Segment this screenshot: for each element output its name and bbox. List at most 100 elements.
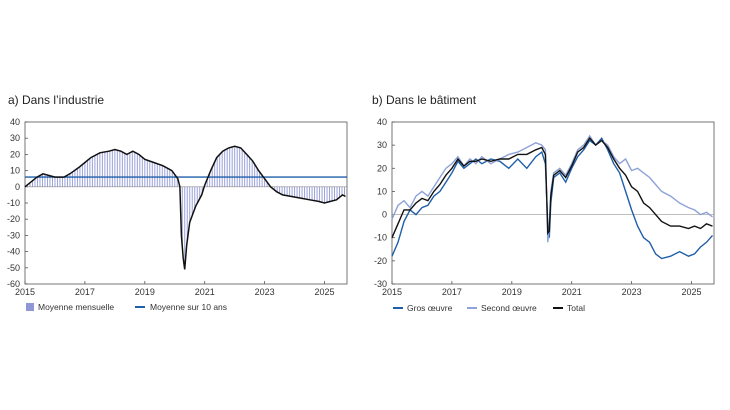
bar [64, 176, 66, 187]
series-line-1 [391, 136, 714, 260]
bar [131, 151, 133, 187]
bar [181, 186, 183, 247]
legend-label: Gros œuvre [407, 303, 453, 313]
bar [236, 146, 238, 187]
bar [299, 186, 301, 198]
bar [39, 175, 41, 187]
bar [94, 155, 96, 187]
bar [96, 154, 98, 187]
legend-label: Moyenne sur 10 ans [150, 302, 227, 312]
y-tick-label: -20 [7, 214, 20, 224]
legend-label: Moyenne mensuelle [38, 302, 114, 312]
bar [111, 150, 113, 187]
bar [276, 186, 278, 192]
bar [74, 170, 76, 187]
bar [176, 178, 178, 187]
bar [101, 152, 103, 187]
y-tick-label: 0 [15, 182, 20, 192]
bar [226, 148, 228, 187]
bar [219, 154, 221, 187]
bar [121, 151, 123, 187]
x-tick-label: 2017 [442, 287, 462, 297]
legend-swatch-bar [26, 303, 34, 311]
bar [274, 186, 276, 191]
x-tick-label: 2025 [315, 287, 335, 297]
bar [119, 150, 121, 187]
x-tick-label: 2017 [75, 287, 95, 297]
bar [251, 160, 253, 187]
bar [316, 186, 318, 202]
y-tick-label: -60 [7, 279, 20, 289]
bar [126, 154, 128, 187]
bar [86, 160, 88, 187]
bar [329, 186, 331, 202]
bar [59, 177, 61, 187]
x-tick-label: 2023 [255, 287, 275, 297]
bar [294, 186, 296, 198]
bar [344, 186, 346, 196]
bar [194, 186, 196, 209]
bar [249, 157, 251, 187]
x-tick-label: 2021 [562, 287, 582, 297]
y-tick-label: -30 [7, 230, 20, 240]
bar [99, 152, 101, 187]
y-tick-label: 0 [382, 210, 387, 220]
bar [301, 186, 303, 199]
y-tick-label: 20 [377, 163, 387, 173]
bar [286, 186, 288, 196]
bar [189, 186, 191, 223]
monthly-series-line [24, 145, 346, 270]
x-tick-label: 2015 [382, 287, 402, 297]
y-tick-label: 40 [10, 117, 20, 127]
bar [139, 155, 141, 187]
bar [246, 154, 248, 187]
bar [46, 175, 48, 187]
bar [136, 153, 138, 187]
legend-label: Total [567, 303, 585, 313]
bar [44, 174, 46, 187]
y-tick-label: -40 [7, 247, 20, 257]
bar [154, 162, 156, 187]
bar [214, 161, 216, 187]
bar [261, 175, 263, 187]
bar [151, 161, 153, 187]
bar [69, 173, 71, 187]
bar [279, 186, 281, 194]
bar [161, 165, 163, 187]
bar [341, 186, 343, 196]
bar [339, 186, 341, 198]
bar [134, 152, 136, 187]
y-tick-label: -10 [7, 198, 20, 208]
bar [36, 176, 38, 187]
bar [71, 172, 73, 187]
y-tick-label: 10 [377, 186, 387, 196]
bar [156, 163, 158, 187]
bar [284, 186, 286, 196]
bar [241, 149, 243, 187]
bar [116, 150, 118, 187]
bar [54, 177, 56, 187]
bar [191, 186, 193, 216]
bar [334, 186, 336, 201]
bar [184, 186, 186, 269]
bar [224, 150, 226, 187]
panel-b-title: b) Dans le bâtiment [372, 93, 477, 107]
y-tick-label: -20 [374, 256, 387, 266]
bar [309, 186, 311, 200]
x-tick-label: 2015 [15, 287, 35, 297]
bar [229, 147, 231, 187]
bar [209, 173, 211, 187]
bar [84, 162, 86, 187]
y-tick-label: 10 [10, 166, 20, 176]
x-tick-label: 2019 [135, 287, 155, 297]
bar [196, 186, 198, 204]
bar [314, 186, 316, 201]
bar [91, 156, 93, 187]
legend: Gros œuvre Second œuvre Total [393, 303, 585, 313]
bar [169, 169, 171, 187]
series-line-3 [391, 137, 713, 238]
bar [104, 151, 106, 187]
bar [141, 157, 143, 187]
